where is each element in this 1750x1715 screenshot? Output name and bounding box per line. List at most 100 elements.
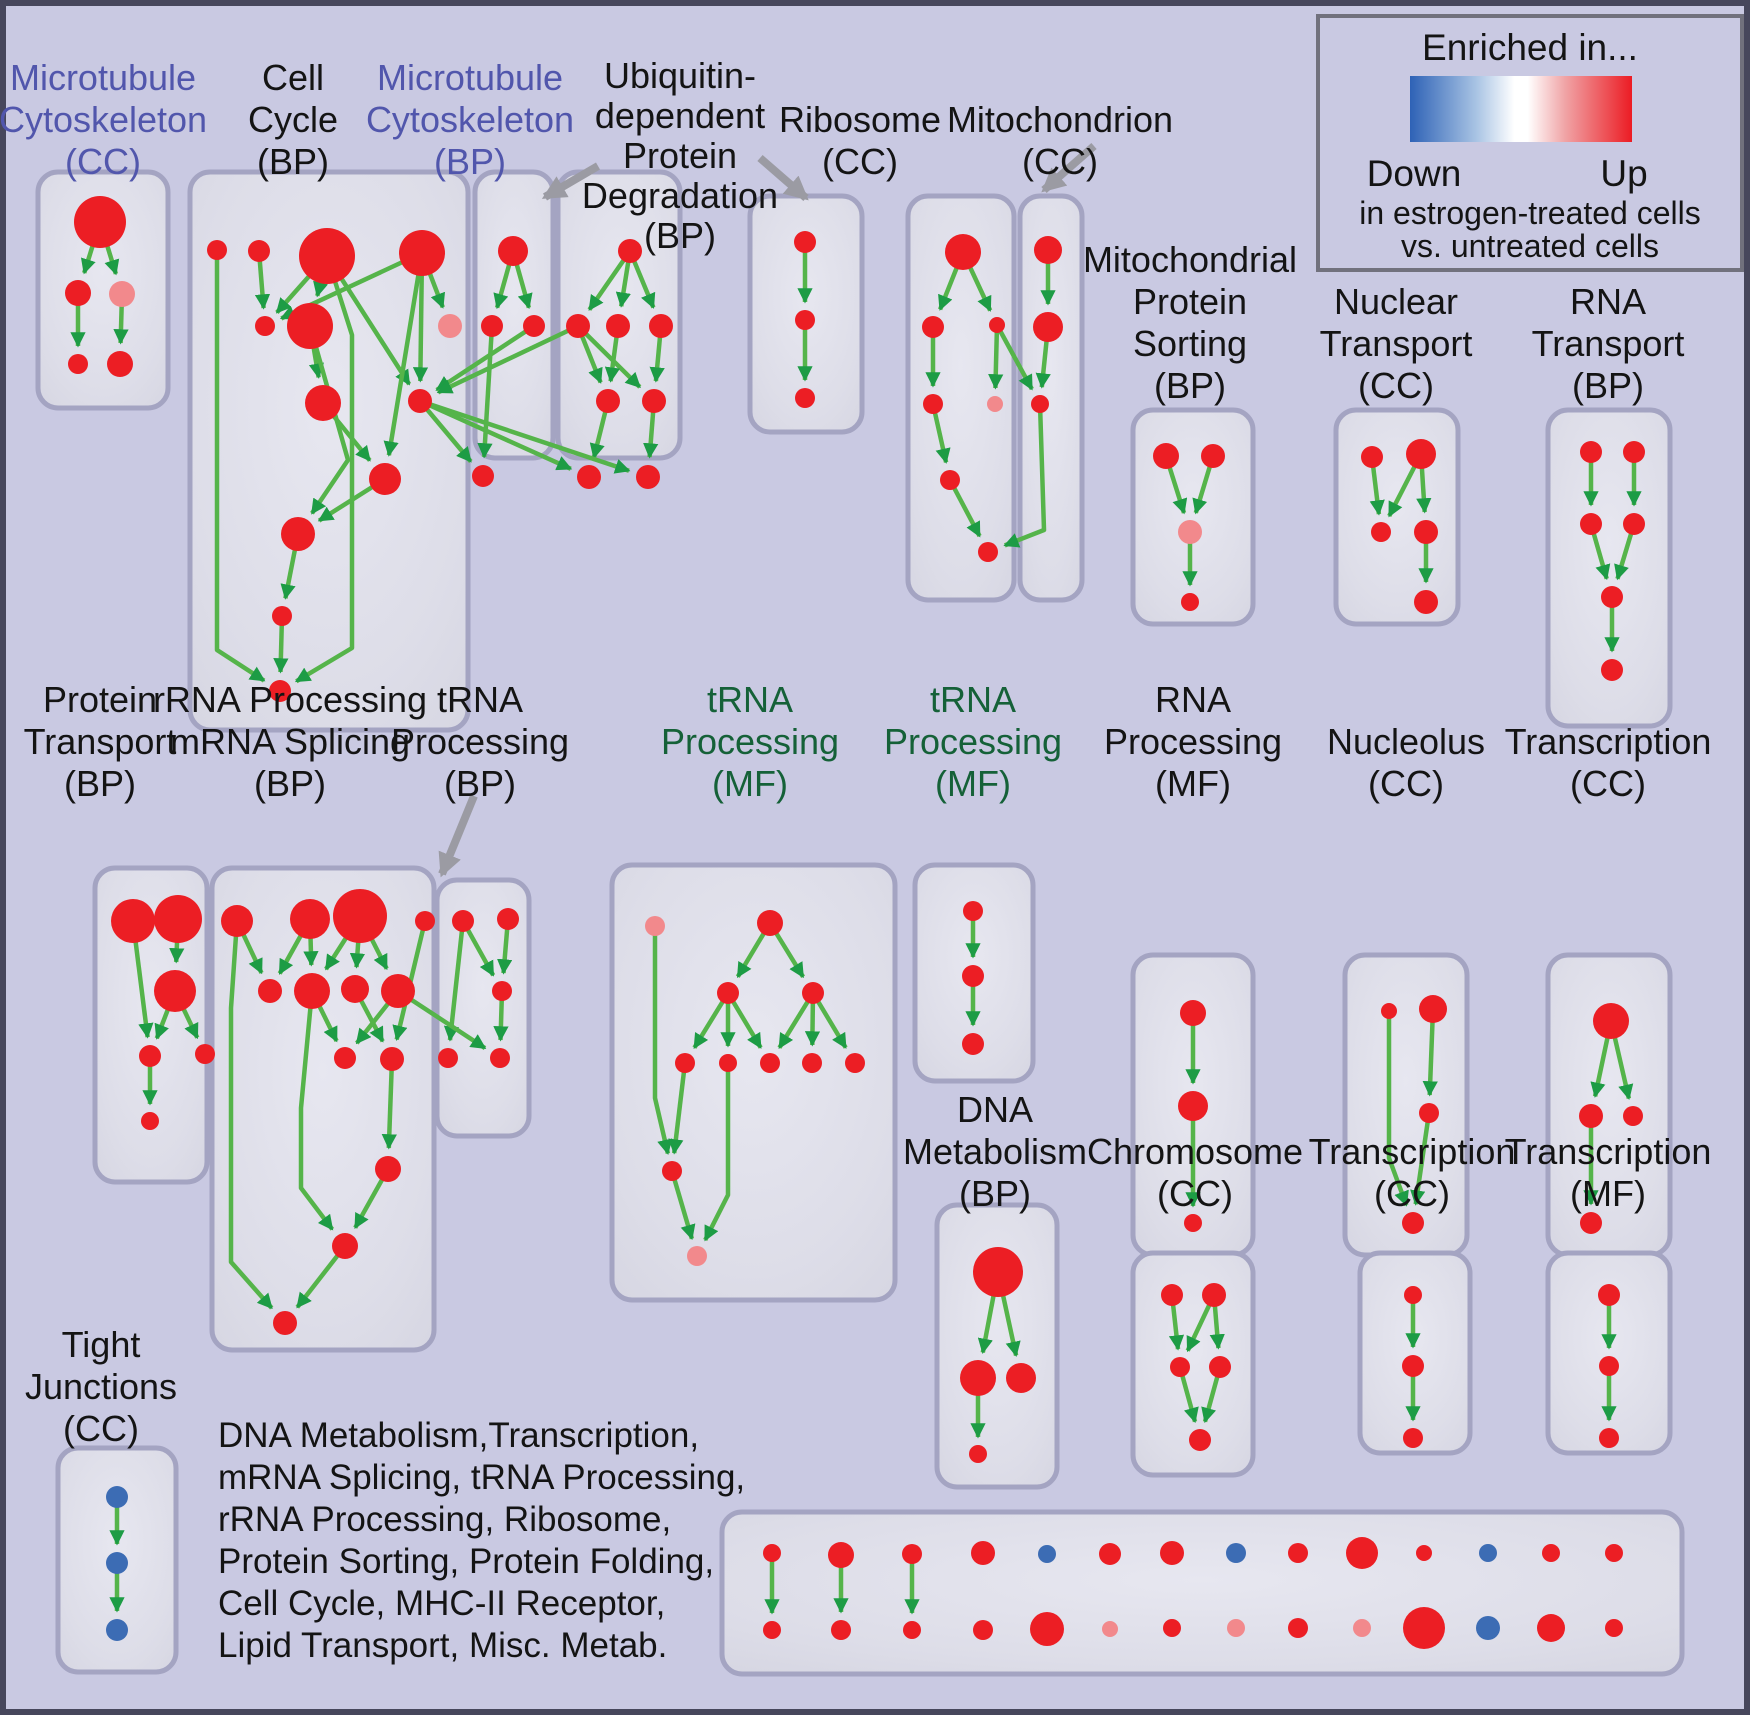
ubiquitin-degradation-2-node-2: [795, 388, 815, 408]
cell-cycle-edge-9: [214, 250, 266, 683]
misc-metab-node-15: [1227, 1619, 1245, 1637]
legend-down-label: Down: [1367, 153, 1462, 194]
trna-mf-1-node-1: [757, 910, 783, 936]
rna-transport-node-2: [1580, 513, 1602, 535]
cross-edge-3: [419, 398, 573, 471]
ribosome-edge-3: [988, 324, 1004, 390]
microtubule-cc-node-4: [107, 351, 133, 377]
misc-metab-node-10: [1099, 1543, 1121, 1565]
label-microtubule-bp: Microtubule Cytoskeleton (BP): [366, 57, 574, 182]
protein-transport-node-3: [139, 1045, 161, 1067]
rrna-mrna-node-4: [258, 979, 282, 1003]
tight-junctions-node-2: [106, 1619, 128, 1641]
label-trna-mf-1: tRNA Processing (MF): [661, 679, 839, 804]
ubiquitin-degradation-1-node-3: [649, 314, 673, 338]
nucleolus-edge-0: [1422, 1008, 1438, 1097]
mitochondrion-node-1: [1033, 312, 1063, 342]
misc-metab-node-26: [1605, 1544, 1623, 1562]
rrna-mrna-node-8: [334, 1047, 356, 1069]
ubiquitin-degradation-1-node-7: [636, 465, 660, 489]
rna-transport-node-4: [1601, 586, 1623, 608]
dna-metabolism-node-0: [973, 1247, 1023, 1297]
ubiquitin-degradation-1-node-4: [596, 389, 620, 413]
cell-cycle-node-6: [438, 314, 462, 338]
ubiquitin-degradation-1-node-2: [606, 314, 630, 338]
misc-metab-node-18: [1346, 1537, 1378, 1569]
label-transcription-mf: Transcription (MF): [1505, 1131, 1712, 1214]
trna-bp-node-3: [438, 1048, 458, 1068]
legend-title: Enriched in...: [1422, 27, 1638, 68]
trna-bp-node-0: [452, 910, 474, 932]
rrna-mrna-node-9: [380, 1047, 404, 1071]
microtubule-cc-box: [35, 169, 171, 411]
cell-cycle-node-2: [299, 228, 355, 284]
trna-mf-1-box: [609, 862, 898, 1303]
nucleolus-edge-2: [1386, 1011, 1409, 1207]
trna-mf-1-edge-10: [669, 1170, 696, 1241]
trna-bp-node-4: [490, 1048, 510, 1068]
legend-up-label: Up: [1600, 153, 1647, 194]
nuclear-transport-node-3: [1414, 520, 1438, 544]
misc-metab-node-16: [1288, 1543, 1308, 1563]
label-dna-metabolism: DNA Metabolism (BP): [903, 1089, 1087, 1214]
chromosome-node-0: [1161, 1284, 1183, 1306]
rrna-mrna-node-6: [341, 975, 369, 1003]
microtubule-cc-node-2: [109, 281, 135, 307]
microtubule-bp-node-0: [498, 236, 528, 266]
misc-metab-node-20: [1416, 1545, 1432, 1561]
rrna-mrna-node-10: [375, 1156, 401, 1182]
dna-metabolism-box: [934, 1202, 1060, 1490]
ubiquitin-degradation-2-node-1: [795, 310, 815, 330]
label-transcription-cc-1: Transcription (CC): [1505, 721, 1712, 804]
mitochondrion-box: [1017, 193, 1085, 603]
transcription-cc-2-box: [1357, 1250, 1473, 1456]
nuclear-transport-box: [1333, 407, 1461, 627]
chromosome-node-2: [1170, 1357, 1190, 1377]
nucleolus-node-3: [1402, 1212, 1424, 1234]
nucleolus-node-1: [1419, 995, 1447, 1023]
mito-protein-sorting-box: [1130, 407, 1256, 627]
transcription-mf-node-2: [1599, 1428, 1619, 1448]
ubiquitin-degradation-1-edge-4: [576, 324, 642, 389]
misc-metab-node-19: [1353, 1619, 1371, 1637]
trna-mf-1-node-3: [802, 982, 824, 1004]
label-mito-protein-sorting: Mitochondrial Protein Sorting (BP): [1083, 239, 1297, 406]
misc-metab-node-1: [763, 1621, 781, 1639]
transcription-cc-2-node-0: [1404, 1286, 1422, 1304]
mito-protein-sorting-node-3: [1181, 593, 1199, 611]
rrna-mrna-node-5: [294, 973, 330, 1009]
chromosome-box: [1130, 1250, 1256, 1478]
trna-mf-2-node-2: [962, 1033, 984, 1055]
label-transcription-cc-2: Transcription (CC): [1309, 1131, 1516, 1214]
misc-metab-node-11: [1102, 1621, 1118, 1637]
cell-cycle-node-1: [248, 240, 270, 262]
rrna-mrna-node-0: [221, 905, 253, 937]
misc-metab-node-24: [1542, 1544, 1560, 1562]
cross-edge-6: [1003, 403, 1047, 548]
trna-bp-edge-3: [443, 920, 466, 1042]
rna-transport-node-1: [1623, 441, 1645, 463]
microtubule-cc-node-1: [65, 280, 91, 306]
nucleolus-node-0: [1381, 1003, 1397, 1019]
dna-metabolism-node-1: [960, 1360, 996, 1396]
misc-metab-node-5: [903, 1621, 921, 1639]
label-protein-transport: Protein Transport (BP): [24, 679, 177, 804]
microtubule-cc-node-0: [74, 196, 126, 248]
rrna-mrna-node-7: [381, 974, 415, 1008]
rrna-mrna-edge-10: [381, 1058, 397, 1150]
label-tight-junctions: Tight Junctions (CC): [25, 1324, 177, 1449]
misc-metab-node-9: [1030, 1612, 1064, 1646]
misc-metab-node-3: [831, 1620, 851, 1640]
ubiquitin-degradation-2-node-0: [794, 231, 816, 253]
protein-transport-node-2: [154, 970, 196, 1012]
label-nuclear-transport: Nuclear Transport (CC): [1320, 281, 1473, 406]
rrna-mrna-node-2: [333, 889, 387, 943]
nucleolus-node-2: [1419, 1103, 1439, 1123]
misc-metab-node-0: [763, 1544, 781, 1562]
mitochondrion-node-2: [1031, 395, 1049, 413]
rrna-mrna-node-11: [332, 1233, 358, 1259]
rrna-mrna-node-12: [273, 1311, 297, 1335]
misc-metab-node-6: [971, 1541, 995, 1565]
cell-cycle-edge-8: [383, 252, 425, 457]
